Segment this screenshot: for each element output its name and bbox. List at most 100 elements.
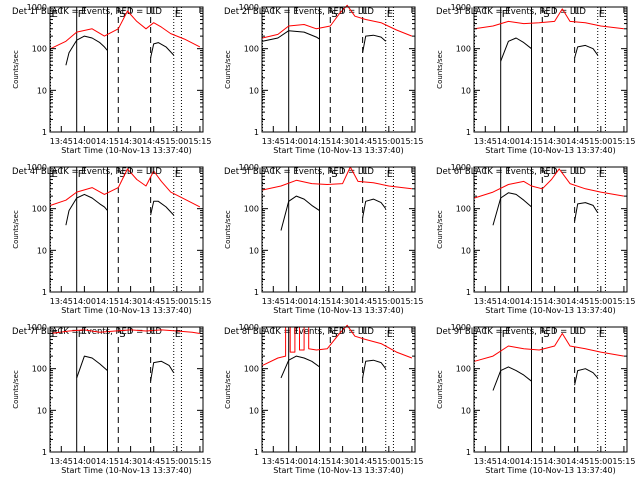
chart-title: Det 7f BLACK = Events, RED = LLD [12, 327, 162, 337]
x-tick-label: 15:15 [188, 297, 211, 306]
chart-title: Det 9f BLACK = Events, RED = LLD [436, 327, 586, 337]
y-axis-label: Counts/sec [436, 370, 444, 409]
chart-title: Det 2f BLACK = Events, RED = LLD [224, 7, 374, 17]
events-series-line [574, 368, 599, 386]
x-axis-label: Start Time (10-Nov-13 13:37:40) [485, 466, 615, 475]
x-tick-label: 14:30 [119, 137, 142, 146]
plot-frame [473, 6, 628, 133]
x-tick-label: 14:00 [285, 297, 308, 306]
x-tick-label: 15:15 [612, 457, 635, 466]
y-tick-label: 10 [249, 86, 259, 95]
y-tick-label: 100 [244, 365, 259, 374]
y-tick-label: 100 [456, 365, 471, 374]
x-tick-label: 14:15 [96, 297, 119, 306]
y-axis-label: Counts/sec [224, 370, 232, 409]
y-tick-label: 1000 [239, 3, 259, 12]
x-tick-label: 14:00 [73, 137, 96, 146]
y-tick-label: 100 [244, 45, 259, 54]
x-tick-label: 15:00 [589, 297, 612, 306]
chart-title: Det 6f BLACK = Events, RED = LLD [436, 167, 586, 177]
lld-series-line [262, 4, 413, 39]
y-tick-label: 1000 [239, 323, 259, 332]
chart-title: Det 4f BLACK = Events, RED = LLD [12, 167, 162, 177]
marker-label: E [387, 9, 393, 20]
y-tick-label: 1000 [27, 3, 47, 12]
y-tick-label: 100 [32, 205, 47, 214]
y-tick-label: 1 [466, 288, 471, 297]
plot-frame [49, 6, 204, 133]
x-tick-label: 13:45 [474, 457, 497, 466]
chart-title: Det 5f BLACK = Events, RED = LLD [224, 167, 374, 177]
y-tick-label: 1000 [451, 323, 471, 332]
x-tick-label: 15:00 [165, 457, 188, 466]
events-series-line [76, 355, 108, 379]
events-series-line [262, 30, 320, 42]
x-axis-label: Start Time (10-Nov-13 13:37:40) [273, 306, 403, 315]
marker-label: F [502, 329, 508, 340]
x-axis-label: Start Time (10-Nov-13 13:37:40) [61, 306, 191, 315]
x-tick-label: 14:15 [308, 137, 331, 146]
marker-label: S [543, 329, 549, 340]
y-tick-label: 10 [461, 86, 471, 95]
x-tick-label: 15:00 [165, 137, 188, 146]
marker-label: S [119, 9, 125, 20]
marker-label: S [119, 329, 125, 340]
marker-label: F [78, 169, 84, 180]
x-tick-label: 14:00 [497, 297, 520, 306]
x-axis-label: Start Time (10-Nov-13 13:37:40) [273, 146, 403, 155]
x-tick-label: 14:30 [331, 297, 354, 306]
x-tick-label: 14:45 [354, 457, 377, 466]
marker-label: S [331, 169, 337, 180]
marker-label: S [331, 329, 337, 340]
y-tick-label: 1000 [27, 163, 47, 172]
lld-series-line [50, 168, 201, 208]
chart-title: Det 3f BLACK = Events, RED = LLD [436, 7, 586, 17]
events-series-line [150, 360, 175, 382]
x-tick-label: 15:15 [612, 137, 635, 146]
x-tick-label: 15:15 [188, 457, 211, 466]
x-tick-label: 15:15 [400, 137, 423, 146]
y-tick-label: 1 [42, 288, 47, 297]
y-tick-label: 100 [244, 205, 259, 214]
x-tick-label: 14:45 [142, 137, 165, 146]
plot-frame [261, 6, 416, 133]
x-tick-label: 13:45 [474, 137, 497, 146]
events-series-line [150, 200, 175, 216]
x-axis-label: Start Time (10-Nov-13 13:37:40) [61, 466, 191, 475]
y-axis-label: Counts/sec [224, 50, 232, 89]
x-tick-label: 15:15 [612, 297, 635, 306]
x-tick-label: 15:00 [377, 457, 400, 466]
marker-label: E [52, 329, 58, 340]
events-series-line [362, 359, 387, 378]
y-tick-label: 10 [249, 246, 259, 255]
events-series-line [492, 192, 532, 226]
marker-label: E [599, 169, 605, 180]
x-tick-label: 13:45 [474, 297, 497, 306]
events-series-line [150, 42, 175, 59]
x-tick-label: 14:00 [497, 457, 520, 466]
x-axis-label: Start Time (10-Nov-13 13:37:40) [485, 306, 615, 315]
marker-label: E [599, 329, 605, 340]
events-series-line [574, 202, 599, 222]
events-series-line [500, 37, 532, 62]
y-tick-label: 1000 [239, 163, 259, 172]
y-tick-label: 1 [466, 128, 471, 137]
plot-frame [473, 326, 628, 453]
lld-series-line [474, 8, 624, 30]
y-tick-label: 100 [32, 45, 47, 54]
events-series-line [362, 34, 387, 53]
x-tick-label: 14:30 [543, 457, 566, 466]
x-tick-label: 14:30 [331, 457, 354, 466]
x-tick-label: 13:45 [262, 297, 285, 306]
events-series-line [280, 195, 320, 231]
marker-label: E [175, 329, 181, 340]
y-axis-label: Counts/sec [12, 50, 20, 89]
events-series-line [65, 193, 108, 226]
y-axis-label: Counts/sec [436, 50, 444, 89]
x-tick-label: 13:45 [50, 457, 73, 466]
